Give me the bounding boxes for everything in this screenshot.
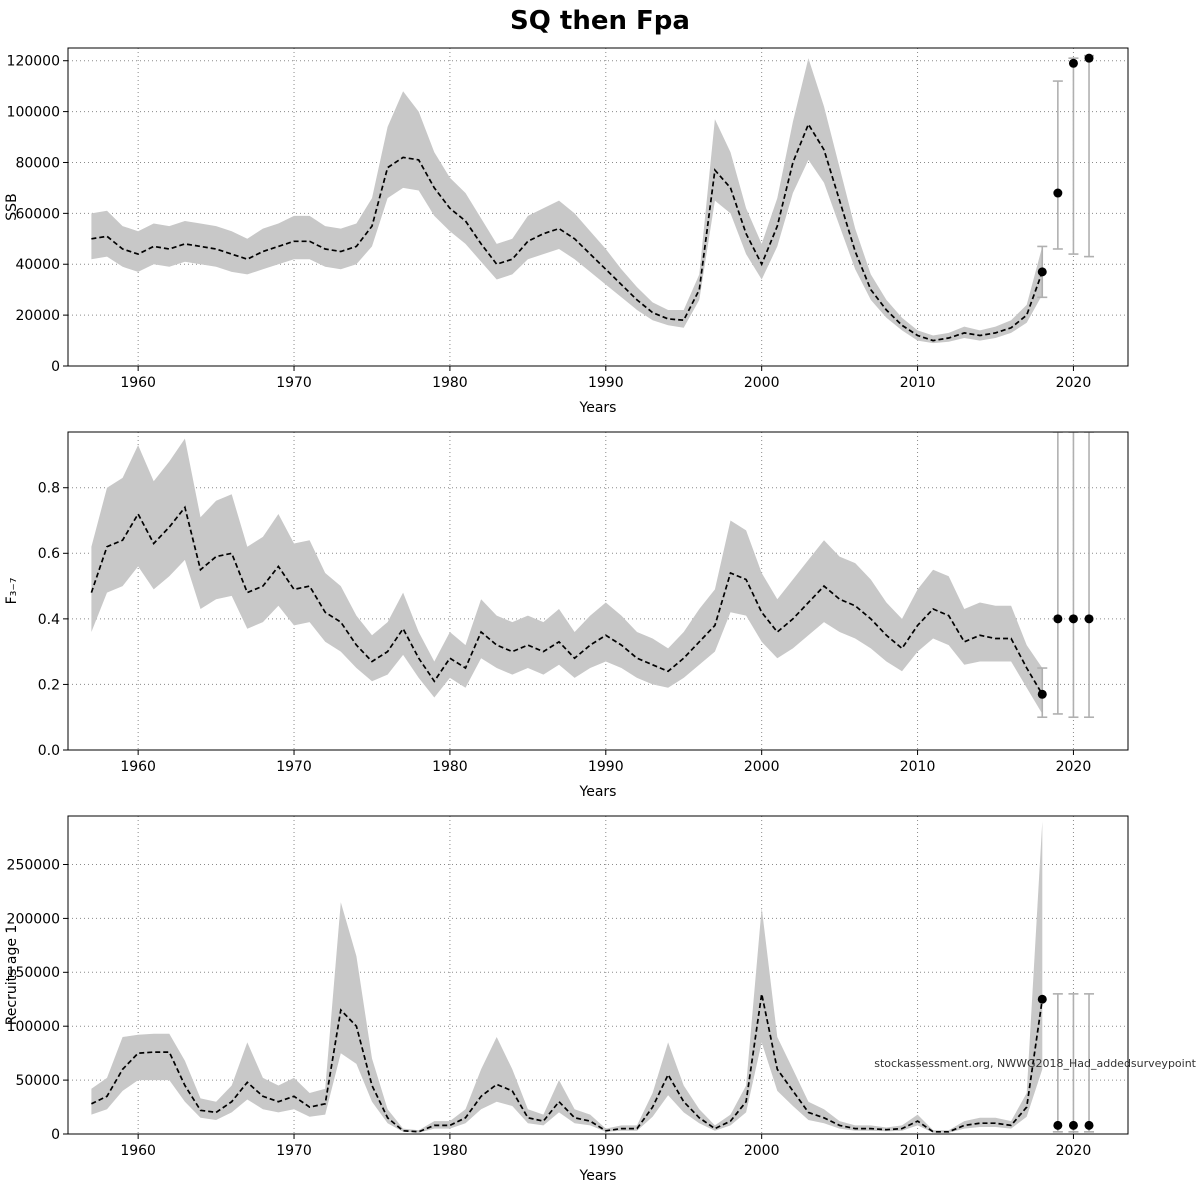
- svg-text:1970: 1970: [276, 375, 312, 391]
- svg-text:0: 0: [51, 1127, 60, 1143]
- svg-text:1990: 1990: [588, 759, 624, 775]
- recruits-panel: stockassessment.org, NWWG2018_Had_addeds…: [0, 806, 1200, 1190]
- ssb-chart: 1960 1970 1980 1990 2000 2010 2020 0 20000 40000 6…: [4, 47, 1129, 416]
- svg-text:0.8: 0.8: [38, 481, 60, 497]
- ssb-panel: 1960 1970 1980 1990 2000 2010 2020 0 20000 40000 6…: [0, 38, 1200, 422]
- svg-text:Years: Years: [579, 400, 617, 416]
- svg-text:0.2: 0.2: [38, 677, 60, 693]
- svg-text:100000: 100000: [7, 105, 60, 121]
- svg-text:Recruits age 1: Recruits age 1: [4, 925, 20, 1026]
- fishing-mortality-chart: 1960 1970 1980 1990 2000 2010 2020 0.0 0.2 0.4 0.6…: [4, 431, 1129, 800]
- figure-title: SQ then Fpa: [510, 6, 690, 36]
- svg-text:2000: 2000: [744, 375, 780, 391]
- svg-text:150000: 150000: [7, 965, 60, 981]
- svg-text:2020: 2020: [1056, 759, 1092, 775]
- svg-text:Years: Years: [579, 1168, 617, 1184]
- svg-text:100000: 100000: [7, 1019, 60, 1035]
- svg-text:1960: 1960: [120, 759, 156, 775]
- svg-text:1980: 1980: [432, 375, 468, 391]
- svg-text:1960: 1960: [120, 1143, 156, 1159]
- svg-text:0.6: 0.6: [38, 546, 60, 562]
- svg-text:F₃₋₇: F₃₋₇: [4, 578, 20, 605]
- svg-text:20000: 20000: [15, 308, 60, 324]
- svg-text:120000: 120000: [7, 54, 60, 70]
- svg-text:0.4: 0.4: [38, 612, 60, 628]
- svg-text:Years: Years: [579, 784, 617, 800]
- svg-text:0: 0: [51, 359, 60, 375]
- svg-text:1970: 1970: [276, 1143, 312, 1159]
- svg-text:1990: 1990: [588, 1143, 624, 1159]
- fishing-mortality-panel: 1960 1970 1980 1990 2000 2010 2020 0.0 0.2 0.4 0.6…: [0, 422, 1200, 806]
- svg-text:0.0: 0.0: [38, 743, 60, 759]
- svg-text:2010: 2010: [900, 759, 936, 775]
- svg-text:40000: 40000: [15, 257, 60, 273]
- svg-text:2020: 2020: [1056, 375, 1092, 391]
- svg-text:2000: 2000: [744, 759, 780, 775]
- svg-text:1970: 1970: [276, 759, 312, 775]
- svg-text:2020: 2020: [1056, 1143, 1092, 1159]
- svg-text:1980: 1980: [432, 759, 468, 775]
- svg-text:2010: 2010: [900, 375, 936, 391]
- svg-text:stockassessment.org, NWWG2018_: stockassessment.org, NWWG2018_Had_addeds…: [874, 1057, 1196, 1070]
- svg-text:2010: 2010: [900, 1143, 936, 1159]
- svg-text:60000: 60000: [15, 206, 60, 222]
- svg-text:SSB: SSB: [4, 193, 20, 220]
- svg-text:1980: 1980: [432, 1143, 468, 1159]
- svg-text:1990: 1990: [588, 375, 624, 391]
- recruits-chart: stockassessment.org, NWWG2018_Had_addeds…: [4, 815, 1197, 1184]
- svg-text:200000: 200000: [7, 911, 60, 927]
- svg-text:2000: 2000: [744, 1143, 780, 1159]
- svg-text:250000: 250000: [7, 857, 60, 873]
- svg-text:50000: 50000: [15, 1073, 60, 1089]
- svg-text:1960: 1960: [120, 375, 156, 391]
- svg-text:80000: 80000: [15, 155, 60, 171]
